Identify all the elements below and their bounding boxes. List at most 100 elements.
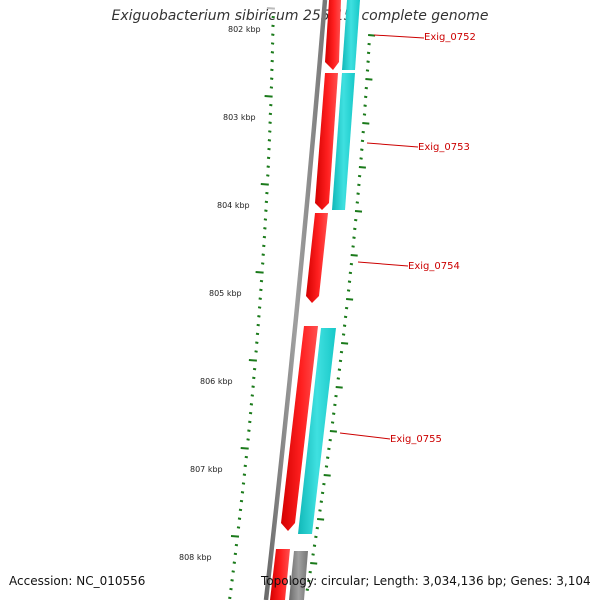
ruler-minor-tick — [271, 24, 275, 28]
tick-label-808: 808 kbp — [179, 553, 212, 562]
gene-label-exig-0755[interactable]: Exig_0755 — [390, 434, 442, 445]
inner-track-tick — [362, 113, 367, 116]
ruler-minor-tick — [261, 253, 265, 256]
gray-block-next[interactable] — [289, 551, 308, 600]
rna-block-3[interactable] — [298, 328, 336, 534]
ruler-minor-tick — [230, 579, 234, 582]
ruler-minor-tick — [238, 508, 243, 512]
ruler-minor-tick — [270, 68, 274, 72]
inner-track-tick — [343, 315, 348, 319]
ruler-minor-tick — [248, 411, 253, 415]
ruler-minor-tick — [271, 33, 275, 36]
inner-track-tick — [344, 306, 349, 310]
inner-track-tick — [354, 218, 358, 222]
ruler-minor-tick — [255, 341, 259, 344]
inner-track-tick — [346, 298, 354, 301]
ruler-minor-tick — [262, 235, 267, 239]
inner-track-ticks — [305, 34, 376, 591]
ruler-minor-tick — [244, 455, 248, 459]
ruler-minor-tick — [270, 59, 274, 63]
inner-track-tick — [365, 78, 373, 81]
ruler-minor-tick — [252, 367, 257, 371]
ruler-minor-tick — [248, 420, 252, 424]
inner-track-tick — [365, 69, 370, 72]
ruler-minor-ticks — [228, 15, 275, 600]
ruler-minor-tick — [256, 323, 260, 327]
cds-exig-0754[interactable] — [306, 213, 328, 303]
inner-track-tick — [364, 86, 368, 90]
inner-track-tick — [366, 51, 371, 55]
ruler-minor-tick — [266, 165, 270, 168]
gene-label-exig-0752[interactable]: Exig_0752 — [424, 32, 476, 43]
ruler-minor-tick — [271, 15, 275, 19]
ruler-minor-tick — [259, 288, 263, 292]
ruler-minor-tick — [236, 526, 241, 529]
ruler-major-tick — [260, 183, 269, 186]
ruler-minor-tick — [257, 306, 262, 309]
inner-track-tick — [315, 526, 319, 530]
leader-exig-0752 — [373, 34, 425, 39]
inner-track-tick — [362, 122, 370, 125]
inner-track-tick — [314, 535, 318, 539]
ruler-minor-tick — [240, 491, 245, 494]
ruler-minor-tick — [270, 42, 275, 45]
ruler-major-tick — [230, 535, 240, 538]
ruler-minor-tick — [232, 561, 236, 564]
inner-track-tick — [310, 562, 318, 565]
inner-track-tick — [327, 447, 331, 451]
inner-track-tick — [335, 386, 343, 389]
inner-track-tick — [323, 474, 331, 477]
ruler-minor-tick — [254, 350, 258, 353]
inner-track-tick — [356, 192, 360, 195]
ruler-minor-tick — [241, 482, 246, 485]
inner-track-tick — [368, 34, 376, 37]
gene-label-exig-0754[interactable]: Exig_0754 — [408, 261, 460, 272]
inner-track-tick — [349, 262, 354, 266]
inner-track-tick — [353, 227, 357, 231]
gene-label-exig-0753[interactable]: Exig_0753 — [418, 142, 470, 153]
ruler-minor-tick — [259, 279, 264, 283]
inner-track-tick — [326, 456, 330, 459]
ruler-minor-tick — [266, 156, 271, 160]
inner-track-tick — [312, 544, 317, 547]
inner-track-tick — [317, 518, 325, 521]
ruler-minor-tick — [228, 596, 232, 600]
cds-exig-0753[interactable] — [315, 73, 338, 210]
ruler-major-tick — [248, 359, 257, 362]
cds-next[interactable] — [270, 549, 290, 600]
ruler-minor-tick — [268, 130, 272, 133]
ruler-minor-tick — [258, 297, 262, 300]
cds-exig-0752[interactable] — [325, 0, 341, 70]
inner-track-tick — [367, 42, 371, 46]
ruler-minor-tick — [242, 473, 247, 476]
tick-label-806: 806 kbp — [200, 377, 233, 386]
cds-exig-0755[interactable] — [281, 326, 318, 531]
ruler-labels: 802 kbp 803 kbp 804 kbp 805 kbp 806 kbp … — [179, 25, 261, 562]
ruler-minor-tick — [266, 174, 270, 177]
inner-track-tick — [332, 412, 336, 415]
ruler-minor-tick — [234, 543, 239, 547]
inner-track-tick — [320, 491, 325, 495]
backbone-arc — [263, 0, 328, 600]
inner-track-tick — [350, 254, 358, 257]
inner-track-tick — [333, 403, 337, 407]
rna-block-2[interactable] — [332, 73, 355, 210]
ruler-minor-tick — [252, 376, 256, 380]
map-title: Exiguobacterium sibiricum 255-15, comple… — [111, 8, 489, 24]
inner-track-tick — [357, 174, 362, 178]
ruler-minor-tick — [264, 200, 269, 204]
tick-label-804: 804 kbp — [217, 201, 250, 210]
tick-label-803: 803 kbp — [223, 113, 256, 122]
inner-track-tick — [358, 166, 366, 169]
cds-features — [270, 0, 341, 600]
ruler-minor-tick — [250, 394, 254, 397]
inner-track-tick — [360, 148, 364, 151]
inner-track-tick — [355, 201, 359, 204]
tick-label-802: 802 kbp — [228, 25, 261, 34]
rna-block-1[interactable] — [342, 0, 360, 70]
inner-track-tick — [366, 60, 370, 63]
ruler-major-tick — [266, 7, 275, 10]
ruler-major-tick — [240, 447, 249, 450]
ruler-minor-tick — [243, 464, 247, 468]
inner-track-tick — [308, 570, 312, 574]
